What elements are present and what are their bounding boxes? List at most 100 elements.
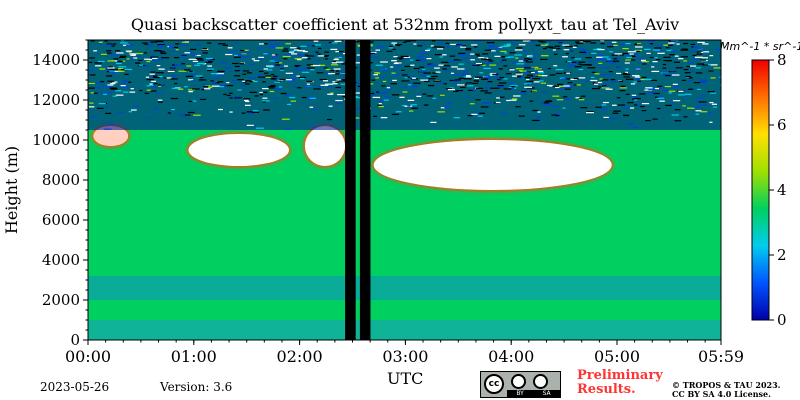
noise-speck (514, 54, 523, 56)
noise-speck (88, 82, 95, 85)
noise-speck (599, 78, 603, 80)
noise-speck (188, 100, 193, 103)
noise-speck (306, 83, 310, 85)
noise-speck (585, 41, 589, 43)
noise-speck (504, 52, 508, 54)
noise-speck (481, 53, 489, 55)
noise-speck (93, 50, 97, 52)
noise-speck (500, 50, 507, 53)
colorbar-tick-label: 8 (777, 51, 787, 69)
noise-speck (503, 78, 508, 80)
noise-speck (674, 55, 679, 57)
noise-speck (477, 115, 483, 117)
noise-speck (324, 54, 330, 57)
noise-speck (446, 46, 451, 48)
noise-speck (167, 70, 175, 73)
noise-speck (683, 95, 687, 97)
noise-speck (670, 50, 677, 52)
noise-speck (217, 74, 225, 76)
noise-speck (143, 52, 148, 54)
noise-speck (619, 90, 626, 92)
noise-speck (486, 77, 492, 79)
noise-speck (551, 114, 557, 116)
noise-speck (622, 48, 629, 50)
noise-speck (625, 68, 629, 70)
noise-speck (498, 68, 503, 70)
noise-speck (205, 61, 213, 64)
noise-speck (420, 79, 429, 81)
noise-speck (629, 107, 635, 109)
noise-speck (304, 86, 313, 88)
noise-speck (537, 70, 544, 72)
noise-speck (322, 80, 328, 82)
noise-speck (357, 58, 362, 60)
noise-speck (206, 68, 214, 70)
noise-speck (673, 61, 680, 63)
noise-speck (155, 40, 164, 43)
noise-speck (476, 55, 481, 57)
noise-speck (543, 104, 551, 106)
noise-speck (471, 82, 479, 84)
noise-speck (312, 64, 321, 67)
noise-speck (325, 58, 329, 60)
noise-speck (216, 73, 224, 75)
noise-speck (450, 43, 458, 46)
noise-speck (99, 68, 106, 70)
noise-speck (690, 43, 696, 46)
noise-speck (94, 65, 102, 67)
noise-speck (515, 106, 521, 108)
noise-speck (284, 54, 293, 56)
noise-speck (208, 60, 213, 62)
noise-speck (194, 64, 201, 66)
noise-speck (271, 73, 275, 76)
noise-speck (612, 60, 620, 62)
noise-speck (288, 78, 297, 80)
noise-speck (338, 56, 342, 59)
noise-speck (500, 112, 507, 114)
noise-speck (680, 56, 688, 58)
noise-speck (249, 91, 257, 93)
noise-speck (149, 76, 157, 79)
noise-speck (546, 100, 552, 102)
noise-speck (118, 66, 127, 68)
noise-speck (556, 85, 564, 87)
noise-speck (330, 92, 334, 94)
noise-speck (709, 55, 714, 57)
noise-speck (202, 83, 209, 85)
noise-speck (681, 48, 688, 50)
noise-speck (576, 84, 581, 86)
noise-speck (445, 102, 453, 104)
noise-speck (607, 43, 614, 45)
noise-speck (290, 100, 297, 102)
noise-speck (153, 83, 158, 85)
noise-speck (296, 75, 300, 77)
noise-speck (702, 49, 707, 51)
noise-speck (402, 74, 408, 76)
noise-speck (332, 61, 337, 63)
noise-speck (669, 71, 677, 73)
noise-speck (133, 105, 140, 107)
noise-speck (246, 124, 254, 126)
noise-speck (340, 72, 349, 74)
noise-speck (111, 45, 115, 47)
noise-speck (510, 86, 515, 88)
noise-speck (190, 48, 197, 51)
noise-speck (150, 41, 158, 43)
noise-speck (693, 46, 700, 48)
noise-speck (323, 55, 328, 58)
noise-speck (594, 73, 600, 75)
noise-speck (430, 45, 434, 47)
cloud-core (188, 134, 290, 166)
noise-speck (144, 58, 150, 60)
noise-speck (657, 52, 665, 54)
noise-speck (150, 55, 156, 57)
noise-speck (515, 72, 522, 74)
noise-speck (460, 46, 467, 48)
x-axis-label: UTC (387, 369, 424, 388)
noise-speck (658, 96, 664, 98)
noise-speck (161, 57, 170, 59)
noise-speck (494, 87, 500, 89)
noise-speck (164, 77, 172, 79)
noise-speck (686, 65, 691, 68)
noise-speck (622, 114, 630, 116)
